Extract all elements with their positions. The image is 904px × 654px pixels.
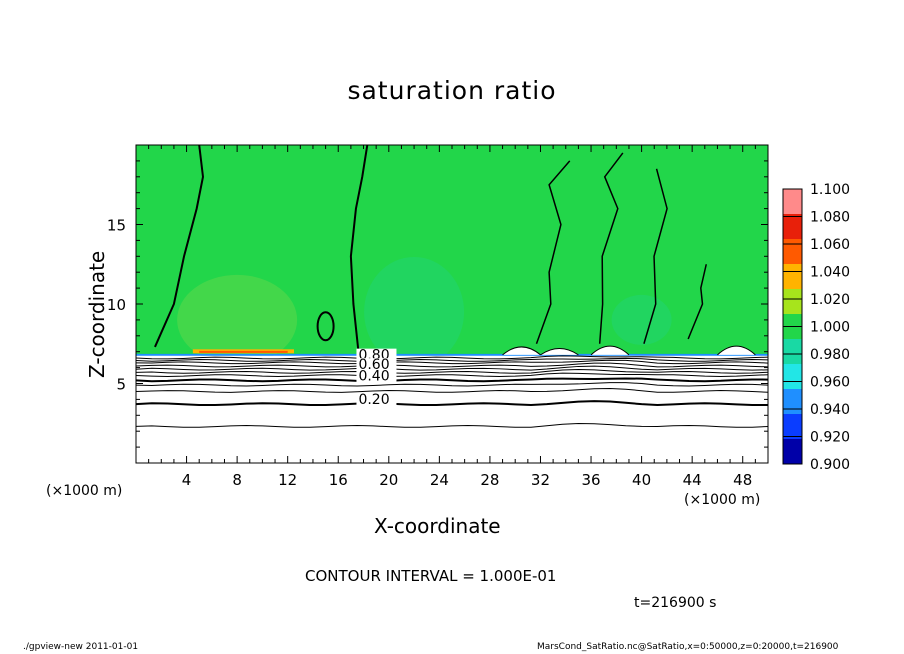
x-unit-label-right: (×1000 m)	[684, 492, 761, 508]
contour-label-bg	[356, 393, 397, 408]
colorbar-bin	[783, 189, 802, 214]
lower-layer-fill	[136, 355, 768, 463]
x-tick-label: 44	[683, 471, 702, 489]
contour-line	[135, 355, 769, 360]
contour-line	[135, 422, 769, 428]
x-tick-label: 12	[278, 471, 297, 489]
colorbar-bin	[783, 389, 802, 414]
colorbar-label: 0.940	[810, 402, 850, 418]
x-tick-label: 48	[733, 471, 752, 489]
contour-line	[135, 388, 769, 393]
colorbar-label: 0.980	[810, 347, 850, 363]
x-axis-label: X-coordinate	[374, 514, 501, 538]
time-label: t=216900 s	[634, 595, 717, 611]
contour-line	[135, 365, 769, 371]
contour-interval-note: CONTOUR INTERVAL = 1.000E-01	[305, 567, 557, 585]
contour-line	[135, 400, 769, 407]
contour-line	[135, 377, 769, 383]
contour-label: 0.40	[358, 368, 389, 384]
contour-line	[135, 362, 769, 368]
boundary-bumps	[502, 345, 756, 356]
warm-patch-red	[199, 350, 288, 353]
fill-patch	[177, 274, 298, 365]
contour-lines	[135, 355, 769, 428]
boundary-bump	[717, 345, 756, 356]
contour-line	[135, 357, 769, 362]
colorbar-label: 0.920	[810, 430, 850, 446]
x-tick-label: 4	[182, 471, 192, 489]
x-tick-label: 36	[581, 471, 600, 489]
colorbar: 0.900 0.920 0.940 0.960 0.980 1.000 1.020 1.040…	[782, 182, 850, 473]
footer-right: MarsCond_SatRatio.nc@SatRatio,x=0:50000,…	[537, 642, 839, 652]
colorbar-label: 1.000	[810, 320, 850, 336]
upper-contour-line	[154, 144, 205, 348]
boundary-bump	[502, 346, 541, 356]
irregular-contour	[598, 152, 624, 344]
x-tick-label: 24	[430, 471, 449, 489]
x-axis-ticks: 4 8 12 16 20 24 28 32 36 40 44 48	[148, 145, 756, 489]
contour-label: 0.60	[358, 357, 389, 373]
colorbar-bin	[783, 414, 802, 439]
plot-area: 0.800.600.400.20	[135, 144, 769, 464]
boundary-bump	[590, 345, 630, 356]
colorbar-bin	[783, 439, 802, 464]
colorbar-label: 1.060	[810, 237, 850, 253]
y-axis-ticks: 5 10 15	[107, 160, 768, 448]
colorbar-label: 1.040	[810, 265, 850, 281]
x-tick-label: 28	[480, 471, 499, 489]
colorbar-label: 1.100	[810, 182, 850, 198]
colorbar-bin	[783, 289, 802, 314]
contour-line	[135, 372, 769, 377]
colorbar-bin	[783, 214, 802, 239]
y-tick-label: 15	[107, 217, 126, 235]
colorbar-bin	[783, 239, 802, 264]
contour-line	[135, 382, 769, 387]
fill-patch	[611, 294, 672, 345]
y-axis-label: Z-coordinate	[85, 250, 109, 378]
x-tick-label: 32	[531, 471, 550, 489]
boundary-bump	[540, 348, 579, 356]
colorbar-bin	[783, 364, 802, 389]
contour-line	[135, 359, 769, 365]
colorbar-bin	[783, 339, 802, 364]
y-tick-label: 10	[107, 296, 126, 314]
upper-contour-line	[349, 144, 369, 352]
colorbar-label: 0.960	[810, 375, 850, 391]
colorbar-label: 0.900	[810, 457, 850, 473]
contour-label-bg	[356, 369, 397, 384]
colorbar-bin	[783, 264, 802, 289]
contour-line	[135, 368, 769, 374]
footer-left: ./gpview-new 2011-01-01	[23, 642, 139, 652]
chart-title: saturation ratio	[347, 76, 557, 105]
upper-contours	[154, 144, 708, 352]
x-tick-label: 8	[232, 471, 242, 489]
fill-patch	[364, 256, 465, 367]
x-tick-label: 20	[379, 471, 398, 489]
irregular-contour	[535, 160, 571, 345]
x-unit-label-left: (×1000 m)	[46, 483, 123, 499]
x-tick-label: 16	[329, 471, 348, 489]
y-tick-label: 5	[116, 376, 126, 394]
colorbar-label: 1.080	[810, 210, 850, 226]
contour-label-bg	[356, 358, 397, 373]
closed-contour	[316, 311, 335, 342]
x-tick-label: 40	[632, 471, 651, 489]
contour-label: 0.20	[358, 392, 389, 408]
irregular-contour	[687, 264, 708, 340]
irregular-contour	[643, 168, 668, 344]
colorbar-label: 1.020	[810, 292, 850, 308]
